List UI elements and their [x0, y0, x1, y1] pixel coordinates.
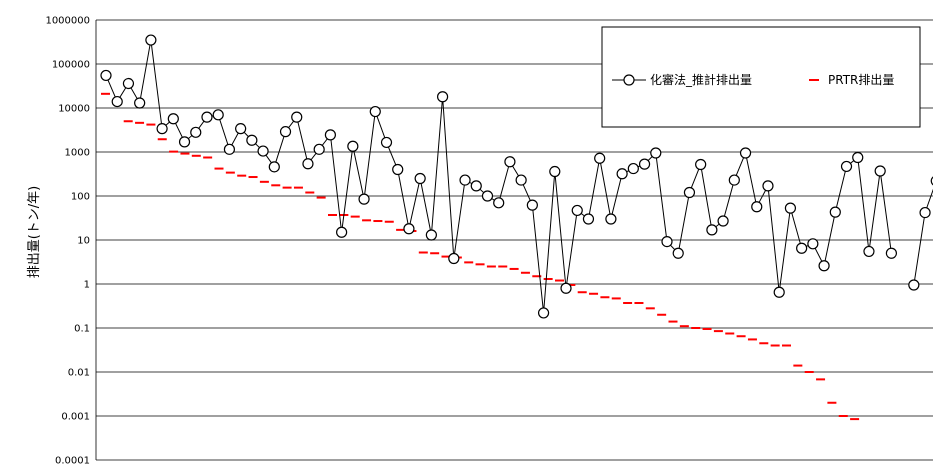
- y-axis-label: 排出量(トン/年): [27, 186, 42, 279]
- data-point: [672, 247, 684, 259]
- series-prtr: [101, 92, 860, 421]
- data-point: [616, 168, 628, 180]
- data-point: [459, 174, 471, 186]
- data-point: [246, 134, 258, 146]
- data-point: [638, 158, 651, 170]
- data-point: [560, 282, 572, 294]
- data-point: [291, 111, 303, 123]
- data-point: [122, 77, 135, 90]
- data-point: [279, 126, 292, 138]
- data-point: [437, 91, 449, 103]
- data-point: [773, 286, 785, 298]
- data-point: [414, 172, 426, 185]
- data-point: [874, 165, 886, 177]
- series-line: [913, 188, 933, 286]
- data-point: [582, 213, 595, 225]
- data-point: [852, 151, 864, 164]
- legend-label-kashin: 化審法_推計排出量: [650, 72, 752, 87]
- data-point: [728, 174, 740, 186]
- legend-box: [601, 26, 921, 128]
- data-point: [134, 97, 146, 109]
- data-point: [605, 213, 617, 225]
- data-point: [829, 206, 841, 218]
- y-tick-label: 0.01: [68, 368, 90, 379]
- data-point: [212, 109, 224, 121]
- data-point: [695, 158, 707, 171]
- data-point: [661, 235, 673, 248]
- data-point: [403, 223, 415, 235]
- y-tick-label: 10: [77, 236, 90, 247]
- data-point: [336, 226, 348, 238]
- data-point: [908, 279, 920, 291]
- data-point: [358, 193, 370, 205]
- data-point: [571, 204, 583, 217]
- legend-label-prtr: PRTR排出量: [828, 73, 894, 87]
- data-point: [594, 152, 606, 164]
- data-point: [493, 197, 505, 209]
- data-point: [818, 260, 830, 272]
- data-point: [481, 190, 494, 202]
- data-point: [526, 199, 538, 211]
- data-point: [537, 307, 550, 319]
- y-tick-label: 1000: [65, 148, 90, 159]
- data-point: [706, 224, 718, 236]
- y-tick-label: 0.1: [74, 324, 90, 335]
- data-point: [380, 136, 393, 149]
- data-point: [683, 186, 696, 199]
- data-point: [549, 165, 561, 178]
- data-point: [347, 140, 359, 152]
- data-point: [863, 245, 875, 258]
- data-point: [650, 147, 662, 159]
- data-point: [919, 206, 931, 219]
- y-tick-label: 100: [71, 192, 90, 203]
- data-point: [190, 126, 202, 138]
- data-point: [739, 147, 752, 159]
- data-point: [167, 113, 179, 125]
- y-tick-label: 0.001: [61, 412, 90, 423]
- data-point: [762, 180, 774, 192]
- data-point: [751, 201, 763, 213]
- data-point: [257, 145, 269, 157]
- data-point: [515, 174, 527, 186]
- data-point: [100, 69, 112, 82]
- data-point: [223, 143, 236, 155]
- data-point: [369, 105, 381, 118]
- y-tick-label: 1: [84, 280, 90, 291]
- data-point: [425, 229, 437, 241]
- data-point: [111, 95, 123, 108]
- grid-lines: [95, 19, 933, 461]
- y-axis-ticks: 1000000 100000 10000 1000 100 10 1 0.1 0.01 0.001…: [45, 16, 90, 464]
- y-tick-label: 100000: [52, 60, 90, 71]
- data-point: [840, 160, 853, 173]
- legend: 化審法_推計排出量 PRTR排出量: [601, 26, 921, 128]
- series-kashin: [100, 34, 933, 319]
- data-point: [201, 111, 213, 123]
- data-point: [235, 123, 247, 135]
- data-point: [504, 156, 516, 168]
- data-point: [796, 242, 808, 254]
- data-point: [448, 252, 460, 265]
- legend-circle-symbol: [623, 74, 635, 86]
- data-point: [470, 180, 482, 192]
- y-tick-label: 1000000: [45, 16, 90, 27]
- data-point: [302, 158, 314, 170]
- data-point: [324, 129, 336, 141]
- data-point: [268, 161, 280, 173]
- y-tick-label: 0.0001: [55, 456, 90, 464]
- y-tick-label: 10000: [58, 104, 90, 115]
- data-point: [885, 247, 898, 259]
- data-point: [392, 163, 404, 176]
- data-point: [717, 215, 729, 227]
- data-point: [145, 34, 157, 46]
- data-point: [627, 162, 639, 175]
- data-point: [784, 202, 797, 214]
- data-point: [807, 238, 819, 250]
- data-point: [156, 123, 168, 135]
- data-point: [313, 143, 325, 155]
- data-point: [178, 136, 191, 148]
